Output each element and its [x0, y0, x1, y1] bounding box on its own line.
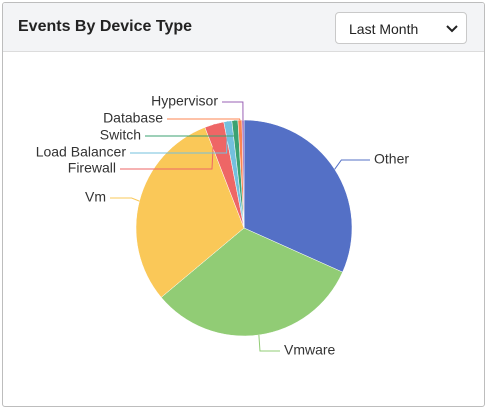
- slice-label: Switch: [100, 127, 141, 143]
- slice-label: Other: [374, 151, 409, 167]
- leader-line: [222, 101, 244, 121]
- dropdown-value[interactable]: Last Month: [349, 21, 419, 37]
- leader-line: [258, 334, 280, 352]
- slice-label: Load Balancer: [36, 144, 127, 160]
- pie-slice: [160, 227, 343, 337]
- widget-header: Events By Device Type Last Month: [3, 3, 484, 52]
- leader-line: [110, 197, 140, 202]
- leader-line: [130, 121, 229, 154]
- slice-label: Hypervisor: [151, 93, 218, 109]
- slice-label: Vm: [85, 189, 106, 205]
- leader-line: [120, 124, 215, 170]
- leader-line: [145, 120, 236, 137]
- dropdown-arrow[interactable]: [446, 24, 458, 34]
- pie-slice: [243, 119, 353, 273]
- slice-label: Vmware: [284, 342, 336, 358]
- period-dropdown[interactable]: Last Month: [335, 12, 467, 44]
- slice-label: Database: [103, 110, 163, 126]
- widget: Events By Device Type Last Month: [2, 2, 485, 407]
- leader-line: [167, 118, 241, 121]
- slice-label: Firewall: [68, 160, 116, 176]
- leader-line: [334, 159, 370, 170]
- chart-title: Events By Device Type: [18, 18, 193, 35]
